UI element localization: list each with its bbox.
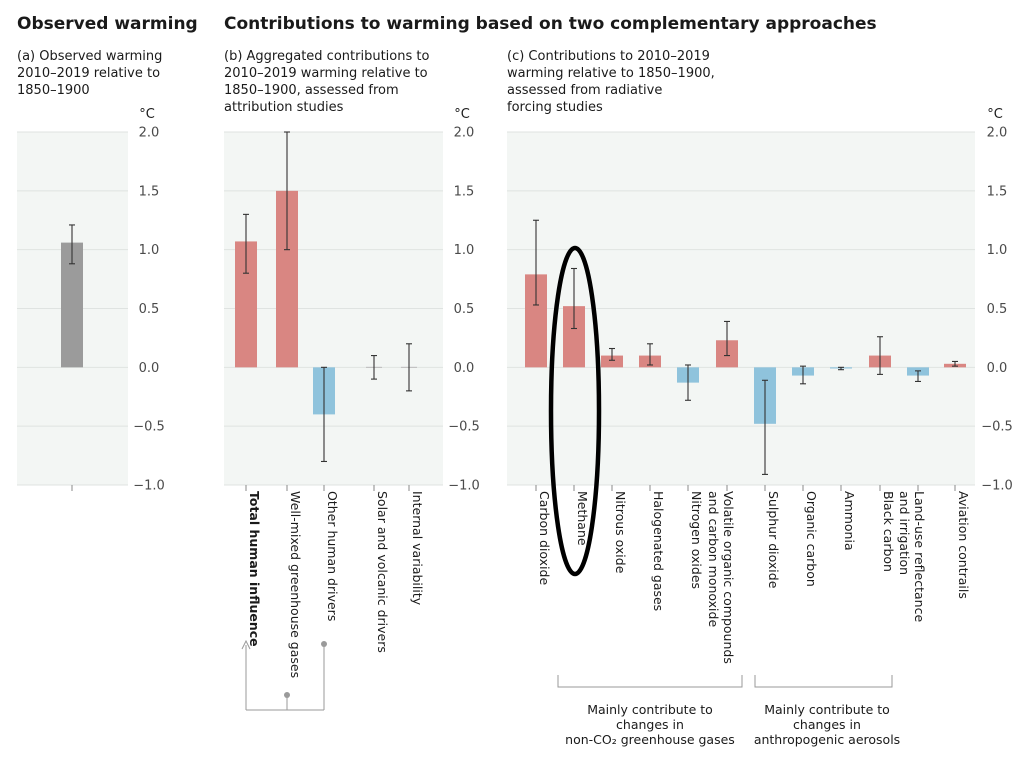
bar (563, 306, 585, 368)
category-label-line: Land-use reflectance (912, 491, 927, 622)
observed-warming-heading: Observed warming (17, 14, 198, 34)
category-label-line: and irrigation (897, 491, 912, 575)
category-label-line: Solar and volcanic drivers (375, 491, 390, 653)
category-label-line: Aviation contrails (956, 491, 971, 599)
y-tick-label: −1.0 (981, 479, 1013, 494)
y-tick-label: 0.0 (139, 361, 160, 376)
category-label: Carbon dioxide (537, 491, 552, 585)
unit-label: °C (139, 107, 155, 122)
y-tick-label: 0.0 (987, 361, 1008, 376)
aerosols-bracket-label-line: changes in (793, 717, 861, 732)
y-tick-label: 1.5 (139, 184, 160, 199)
category-label-line: Other human drivers (325, 491, 340, 621)
category-label-line: Ammonia (842, 491, 857, 551)
y-tick-label: 1.5 (454, 184, 475, 199)
ghg-bracket (557, 675, 743, 688)
y-tick-label: −1.0 (448, 479, 480, 494)
category-label: Organic carbon (804, 491, 819, 587)
y-tick-label: 1.0 (454, 243, 475, 258)
category-label-line: Halogenated gases (651, 491, 666, 611)
y-tick-label: −0.5 (133, 420, 165, 435)
y-tick-label: 1.5 (987, 184, 1008, 199)
y-tick-label: 0.5 (454, 302, 475, 317)
y-tick-label: 2.0 (987, 126, 1008, 141)
y-tick-label: 2.0 (454, 126, 475, 141)
category-label: Other human drivers (325, 491, 340, 621)
y-tick-label: −1.0 (133, 479, 165, 494)
y-tick-label: 1.0 (139, 243, 160, 258)
category-label-line: Nitrous oxide (613, 491, 628, 574)
category-label: Solar and volcanic drivers (375, 491, 390, 653)
methane-highlight-ellipse (548, 245, 602, 577)
bar (276, 190, 298, 368)
aerosols-bracket-label-line: anthropogenic aerosols (754, 732, 900, 747)
bar (61, 242, 83, 368)
category-label: Nitrous oxide (613, 491, 628, 574)
bar (525, 274, 547, 368)
category-label-line: and carbon monoxide (706, 491, 721, 627)
category-label-line: Black carbon (881, 491, 896, 572)
category-label: Sulphur dioxide (766, 491, 781, 589)
ghg-bracket-label: Mainly contribute to changes in non-CO₂ gr… (565, 702, 735, 747)
category-label: Black carbon (881, 491, 896, 572)
category-label-line: Organic carbon (804, 491, 819, 587)
y-tick-label: 0.0 (454, 361, 475, 376)
y-tick-label: −0.5 (981, 420, 1013, 435)
category-label: Well-mixed greenhouse gases (288, 491, 303, 678)
unit-label: °C (454, 107, 470, 122)
y-tick-label: 1.0 (987, 243, 1008, 258)
bar (235, 241, 257, 368)
category-label: Ammonia (842, 491, 857, 551)
aerosols-bracket-label: Mainly contribute to changes in anthropoge… (754, 702, 900, 747)
panel-b-subtitle: (b) Aggregated contributions to 2010–201… (224, 49, 430, 115)
category-label: Halogenated gases (651, 491, 666, 611)
ghg-bracket-label-line: non-CO₂ greenhouse gases (565, 732, 735, 747)
category-label-line: Nitrogen oxides (689, 491, 704, 589)
connector-arrowhead (241, 639, 251, 650)
category-label: Internal variability (410, 491, 425, 606)
category-label-line: Volatile organic compounds (721, 491, 736, 664)
category-label: Volatile organic compoundsand carbon mon… (706, 491, 736, 664)
bar (601, 355, 623, 368)
category-label: Nitrogen oxides (689, 491, 704, 589)
category-label: Methane (575, 491, 590, 546)
category-label-line: Sulphur dioxide (766, 491, 781, 589)
panel-a-subtitle: (a) Observed warming 2010–2019 relative … (17, 49, 163, 98)
category-label-line: Well-mixed greenhouse gases (288, 491, 303, 678)
ghg-bracket-label-line: Mainly contribute to (587, 702, 713, 717)
ghg-bracket-label-line: changes in (616, 717, 684, 732)
category-label-line: Total human influence (247, 491, 262, 647)
y-tick-label: 0.5 (139, 302, 160, 317)
connector-dot (321, 641, 327, 647)
category-label: Total human influence (247, 491, 262, 647)
connector-dot (284, 692, 290, 698)
category-label-line: Methane (575, 491, 590, 546)
category-label-line: Internal variability (410, 491, 425, 606)
category-label: Aviation contrails (956, 491, 971, 599)
panel-c-subtitle: (c) Contributions to 2010–2019 warming r… (507, 49, 715, 115)
category-label-line: Carbon dioxide (537, 491, 552, 585)
y-tick-label: 0.5 (987, 302, 1008, 317)
aerosols-bracket-label-line: Mainly contribute to (764, 702, 890, 717)
category-label: Land-use reflectanceand irrigation (897, 491, 927, 622)
y-tick-label: −0.5 (448, 420, 480, 435)
y-tick-label: 2.0 (139, 126, 160, 141)
unit-label: °C (987, 107, 1003, 122)
contributions-heading: Contributions to warming based on two co… (224, 14, 877, 34)
aerosols-bracket (754, 675, 893, 688)
